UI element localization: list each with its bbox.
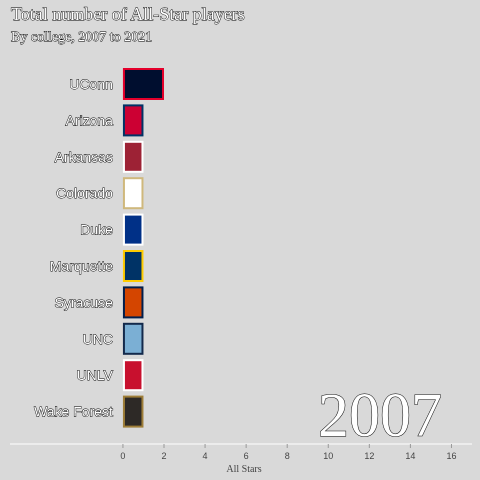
bar-arizona [122,104,144,137]
category-label: Duke [80,222,113,238]
bars [122,68,164,428]
bar-duke [122,213,144,246]
category-label: Colorado [56,185,113,201]
year-label: 2007 [318,382,442,450]
bar-unc [122,322,144,355]
x-tick-label: 12 [364,451,374,461]
category-label: UNC [83,331,113,347]
bar-syracuse [122,286,144,319]
x-tick-label: 6 [244,451,249,461]
chart-subtitle: By college, 2007 to 2021 [11,30,152,45]
bar-wake-forest [122,395,144,428]
x-tick-label: 16 [446,451,456,461]
chart-title: Total number of All-Star players [11,4,245,24]
x-tick-label: 10 [323,451,333,461]
x-axis-ticks: 0 2 4 6 8 10 12 14 16 [120,444,456,461]
category-label: Syracuse [55,294,114,310]
category-label: Arkansas [55,149,113,165]
x-tick-label: 14 [405,451,415,461]
category-label: Arizona [65,112,113,128]
bar-arkansas [122,140,144,173]
category-label: UNLV [77,367,114,383]
x-tick-label: 4 [203,451,208,461]
x-tick-label: 0 [120,451,125,461]
category-label: UConn [69,76,113,92]
category-label: Wake Forest [34,404,113,420]
category-label: Marquette [50,258,113,274]
bar-uconn [122,68,164,100]
bar-unlv [122,359,144,392]
category-labels: UConn Arizona Arkansas Colorado Duke Marquett… [34,76,114,421]
bar-colorado [122,177,144,210]
x-tick-label: 2 [161,451,166,461]
x-tick-label: 8 [285,451,290,461]
x-axis-title: All Stars [226,464,261,475]
bar-marquette [122,250,144,282]
